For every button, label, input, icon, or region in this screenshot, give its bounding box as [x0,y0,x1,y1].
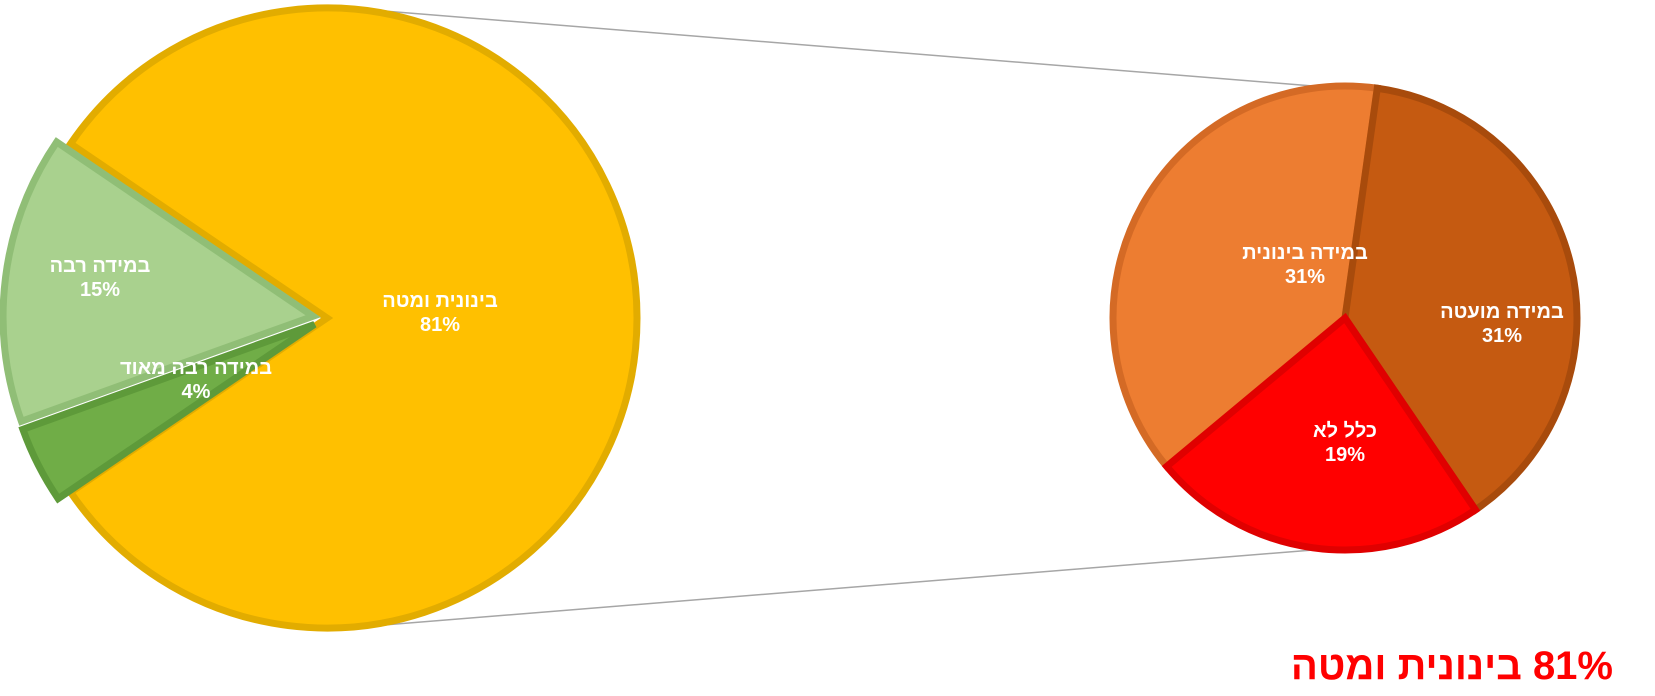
main-pie [0,4,641,632]
data-labels: בינונית ומטה 81% במידה רבה 15% במידה רבה מאו… [50,242,1564,466]
label-sec-1: במידה מועטה 31% [1440,301,1564,347]
summary-note: 81% בינונית ומטה [1290,644,1613,688]
label-main-2: במידה רבה 15% [50,255,151,301]
label-sec-0: במידה בינונית 31% [1242,242,1368,288]
main-slice-0 [65,4,641,632]
label-main-0: בינונית ומטה 81% [382,290,498,336]
label-sec-2: כלל לא 19% [1313,420,1377,466]
secondary-slice-1 [1341,84,1581,515]
main-slice-1 [18,321,317,504]
secondary-slice-2 [1161,312,1481,554]
secondary-pie [1109,82,1581,554]
connector-line-top [371,9,1351,90]
main-slice-2 [0,137,321,426]
label-main-1: במידה רבה מאוד 4% [120,357,272,403]
secondary-slice-0 [1109,82,1382,472]
connector-lines [371,9,1351,627]
connector-line-bottom [371,546,1351,627]
